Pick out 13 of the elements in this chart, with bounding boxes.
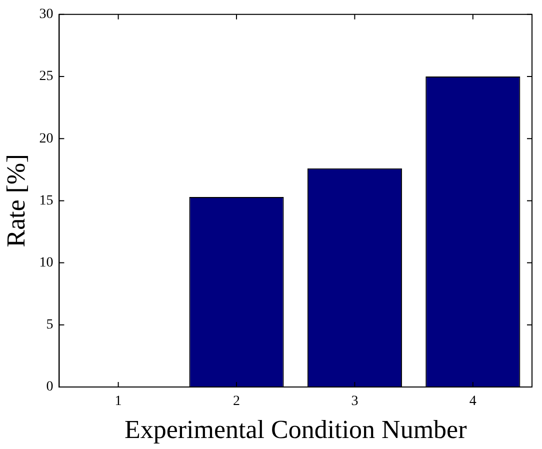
x-tick-label: 1 <box>114 394 122 410</box>
x-axis-title: Experimental Condition Number <box>124 415 468 444</box>
y-tick-label: 5 <box>46 318 54 333</box>
x-tick-label: 4 <box>469 394 476 410</box>
y-tick-label: 15 <box>39 193 54 208</box>
x-tick-label: 2 <box>233 394 240 410</box>
y-tick-label: 0 <box>46 380 54 395</box>
y-tick-label: 10 <box>39 255 54 270</box>
y-tick-label: 30 <box>39 7 54 22</box>
x-tick-label: 3 <box>351 394 358 410</box>
y-tick-label: 25 <box>39 69 54 84</box>
y-tick-label: 20 <box>39 131 54 146</box>
y-axis-title: Rate [%] <box>1 154 30 248</box>
